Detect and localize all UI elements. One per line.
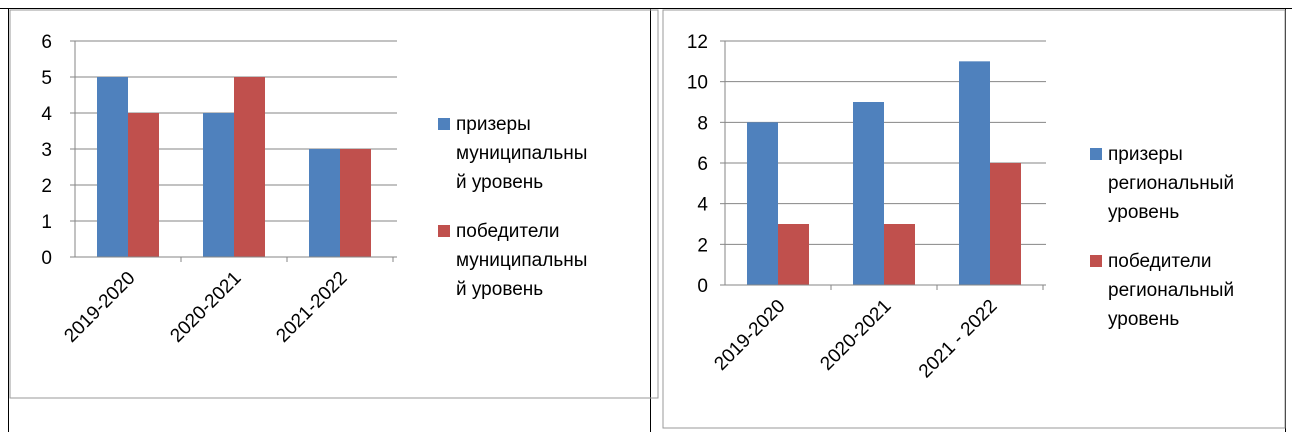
legend-label: й уровень bbox=[456, 172, 543, 193]
bar bbox=[234, 77, 265, 257]
legend-label: уровень bbox=[1108, 202, 1179, 223]
legend-swatch bbox=[438, 118, 450, 130]
x-tick-label: 2020-2021 bbox=[816, 296, 895, 375]
legend-label: победители bbox=[1108, 251, 1212, 272]
legend-label: призеры bbox=[1108, 144, 1183, 165]
legend-label: й уровень bbox=[456, 279, 543, 300]
x-tick-label: 2019-2020 bbox=[710, 296, 789, 375]
y-tick-label: 4 bbox=[697, 195, 708, 216]
y-tick-label: 2 bbox=[697, 235, 708, 256]
bar bbox=[747, 122, 778, 285]
y-tick-label: 12 bbox=[687, 32, 708, 53]
bar bbox=[203, 113, 234, 257]
y-tick-label: 8 bbox=[697, 113, 708, 134]
x-tick-label: 2019-2020 bbox=[60, 268, 139, 347]
y-tick-label: 5 bbox=[41, 68, 52, 89]
y-tick-label: 2 bbox=[41, 176, 52, 197]
bar bbox=[884, 224, 915, 285]
x-tick-labels: 2019-2020 2020-2021 2021-2022 bbox=[60, 268, 351, 347]
y-tick-label: 1 bbox=[41, 212, 52, 233]
y-tick-label: 0 bbox=[41, 248, 52, 269]
page-border-top bbox=[0, 8, 1292, 9]
y-tick-label: 4 bbox=[41, 104, 52, 125]
bars bbox=[97, 77, 371, 257]
legend: призеры региональный уровень победители реги… bbox=[1090, 144, 1234, 330]
y-tick-label: 10 bbox=[687, 73, 708, 94]
bar bbox=[990, 163, 1021, 285]
page-border-middle bbox=[650, 8, 651, 432]
x-tick-labels: 2019-2020 2020-2021 2021 - 2022 bbox=[710, 296, 1001, 383]
legend: призеры муниципальны й уровень победители му… bbox=[438, 114, 587, 300]
legend-swatch bbox=[1090, 148, 1102, 160]
bar bbox=[340, 149, 371, 257]
chart-municipal: 0 1 2 3 4 5 6 2019-2020 2020-2021 2021-2022 приз… bbox=[9, 9, 659, 399]
legend-swatch bbox=[1090, 255, 1102, 267]
bar bbox=[853, 102, 884, 285]
y-tick-label: 6 bbox=[697, 154, 708, 175]
legend-label: муниципальны bbox=[456, 143, 587, 164]
axes bbox=[720, 40, 1046, 290]
legend-label: призеры bbox=[456, 114, 531, 135]
bar bbox=[959, 61, 990, 286]
legend-label: региональный bbox=[1108, 280, 1234, 301]
y-tick-label: 3 bbox=[41, 140, 52, 161]
axes bbox=[70, 40, 397, 262]
bar bbox=[128, 113, 159, 257]
page-border-left bbox=[8, 8, 9, 432]
legend-swatch bbox=[438, 225, 450, 237]
y-tick-label: 0 bbox=[697, 276, 708, 297]
legend-label: муниципальны bbox=[456, 250, 587, 271]
legend-label: уровень bbox=[1108, 309, 1179, 330]
bar bbox=[309, 149, 340, 257]
chart-frame bbox=[662, 9, 1286, 429]
x-tick-label: 2020-2021 bbox=[166, 268, 245, 347]
bar bbox=[97, 77, 128, 257]
bar bbox=[778, 224, 809, 285]
x-tick-label: 2021-2022 bbox=[272, 268, 351, 347]
bars bbox=[747, 61, 1021, 286]
legend-label: региональный bbox=[1108, 173, 1234, 194]
chart-frame bbox=[9, 9, 659, 399]
y-tick-label: 6 bbox=[41, 32, 52, 53]
x-tick-label: 2021 - 2022 bbox=[915, 296, 1002, 383]
y-tick-labels: 0 2 4 6 8 10 12 bbox=[687, 32, 709, 297]
legend-label: победители bbox=[456, 221, 560, 242]
y-tick-labels: 0 1 2 3 4 5 6 bbox=[41, 32, 52, 269]
